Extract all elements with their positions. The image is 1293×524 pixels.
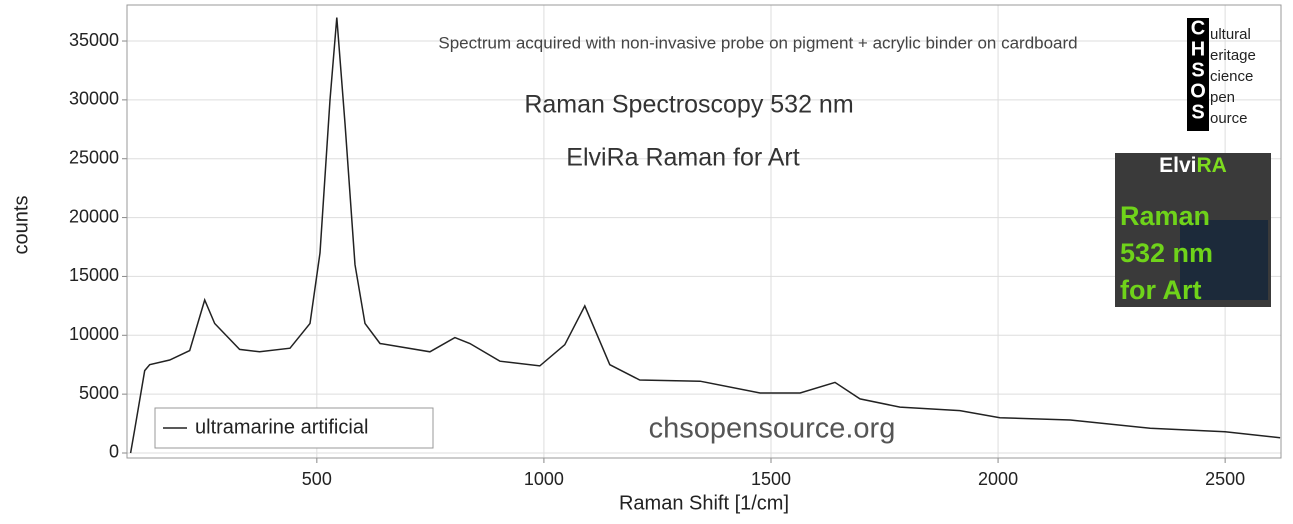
y-tick-label: 0	[109, 442, 119, 462]
y-tick-label: 25000	[69, 147, 119, 167]
annotation: Spectrum acquired with non-invasive prob…	[438, 33, 1077, 52]
spectrum-line	[129, 17, 1281, 454]
x-tick-label: 2000	[978, 469, 1018, 489]
annotation: ElviRa Raman for Art	[566, 144, 799, 172]
y-tick-label: 10000	[69, 324, 119, 344]
x-tick-label: 1500	[751, 469, 791, 489]
badge-title: ElviRA	[1159, 154, 1227, 177]
badge-title-part: Elvi	[1159, 154, 1196, 177]
logo-word: ource	[1210, 110, 1248, 127]
logo-letter: C	[1191, 17, 1205, 39]
x-axis-title: Raman Shift [1/cm]	[619, 492, 789, 514]
legend-box	[154, 407, 434, 449]
badge-line: 532 nm	[1120, 238, 1213, 268]
badge-screen	[1180, 220, 1268, 300]
y-tick-label: 35000	[69, 30, 119, 50]
logo-word: pen	[1210, 89, 1235, 106]
badge-title-part: RA	[1197, 154, 1227, 177]
logo-box	[1187, 18, 1209, 131]
annotation: chsopensource.org	[649, 413, 896, 445]
logo-letter: H	[1191, 38, 1205, 60]
logo-word: eritage	[1210, 47, 1256, 64]
logo-letter: S	[1191, 59, 1204, 81]
logo-letter: O	[1190, 80, 1206, 102]
x-tick-label: 1000	[524, 469, 564, 489]
logo-word: ultural	[1210, 26, 1251, 43]
logo-word: cience	[1210, 68, 1253, 85]
y-tick-label: 15000	[69, 265, 119, 285]
x-tick-label: 2500	[1205, 469, 1245, 489]
badge-line: Raman	[1120, 201, 1210, 231]
y-tick-label: 20000	[69, 206, 119, 226]
logo-letter: S	[1191, 101, 1204, 123]
badge-line: for Art	[1120, 275, 1202, 305]
x-tick-label: 500	[302, 469, 332, 489]
y-tick-label: 30000	[69, 89, 119, 109]
legend-label: ultramarine artificial	[195, 416, 368, 438]
y-tick-label: 5000	[79, 383, 119, 403]
plot-frame	[126, 4, 1282, 459]
y-axis-title: counts	[10, 196, 32, 255]
annotation: Raman Spectroscopy 532 nm	[524, 91, 853, 119]
